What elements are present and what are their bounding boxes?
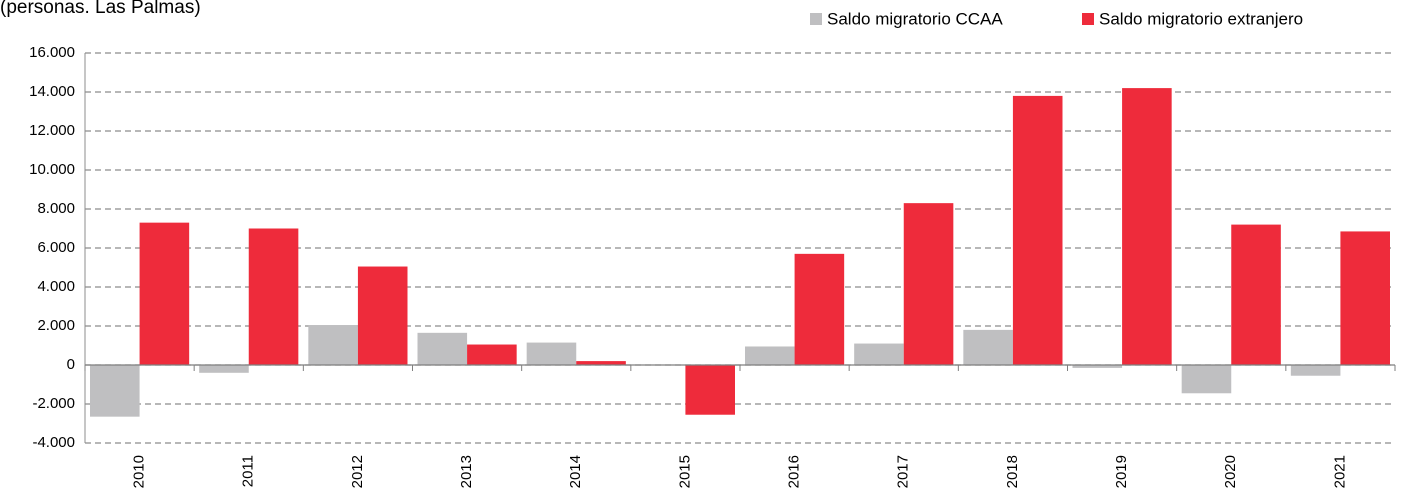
x-tick-label: 2019 — [1113, 455, 1130, 488]
bar — [576, 361, 626, 365]
y-tick-label: 14.000 — [29, 83, 75, 100]
y-tick-label: 4.000 — [37, 278, 75, 295]
y-tick-label: 10.000 — [29, 161, 75, 178]
y-tick-label: 2.000 — [37, 317, 75, 334]
x-tick-label: 2012 — [349, 455, 366, 488]
x-tick-label: 2014 — [567, 455, 584, 488]
legend-swatch — [810, 13, 822, 25]
bar — [199, 365, 249, 373]
bar — [467, 344, 517, 365]
bar — [1072, 365, 1123, 368]
bar — [417, 332, 468, 365]
y-tick-label: -4.000 — [32, 434, 75, 451]
x-tick-label: 2020 — [1222, 455, 1239, 488]
x-tick-label: 2016 — [786, 455, 803, 488]
bar — [745, 346, 795, 365]
legend-swatch — [1082, 13, 1094, 25]
x-tick-label: 2018 — [1004, 455, 1021, 488]
bar — [357, 266, 408, 365]
legend-label: Saldo migratorio extranjero — [1099, 9, 1303, 28]
x-tick-label: 2015 — [676, 455, 693, 488]
bar — [1181, 365, 1232, 394]
x-tick-label: 2021 — [1331, 455, 1348, 488]
bar — [139, 222, 190, 365]
bar — [854, 343, 904, 365]
y-tick-label: 8.000 — [37, 200, 75, 217]
bar — [526, 342, 577, 365]
bar — [1122, 88, 1172, 365]
legend-label: Saldo migratorio CCAA — [827, 9, 1003, 28]
chart-subtitle: (personas. Las Palmas) — [0, 0, 201, 18]
x-tick-label: 2013 — [458, 455, 475, 488]
bar — [794, 253, 845, 365]
bar — [1231, 224, 1281, 365]
bar — [90, 365, 140, 417]
bar — [685, 365, 735, 415]
y-tick-label: -2.000 — [32, 395, 75, 412]
x-tick-label: 2017 — [895, 455, 912, 488]
bar — [963, 329, 1013, 365]
bar — [308, 325, 358, 365]
bar — [903, 203, 954, 365]
y-tick-label: 16.000 — [29, 44, 75, 61]
bar — [1340, 231, 1390, 365]
y-tick-label: 6.000 — [37, 239, 75, 256]
bar — [1012, 95, 1063, 366]
y-tick-label: 0 — [67, 356, 75, 373]
bar — [248, 228, 299, 365]
y-tick-label: 12.000 — [29, 122, 75, 139]
x-tick-label: 2010 — [131, 455, 148, 488]
bar — [1290, 365, 1341, 376]
x-tick-label: 2011 — [240, 455, 257, 487]
